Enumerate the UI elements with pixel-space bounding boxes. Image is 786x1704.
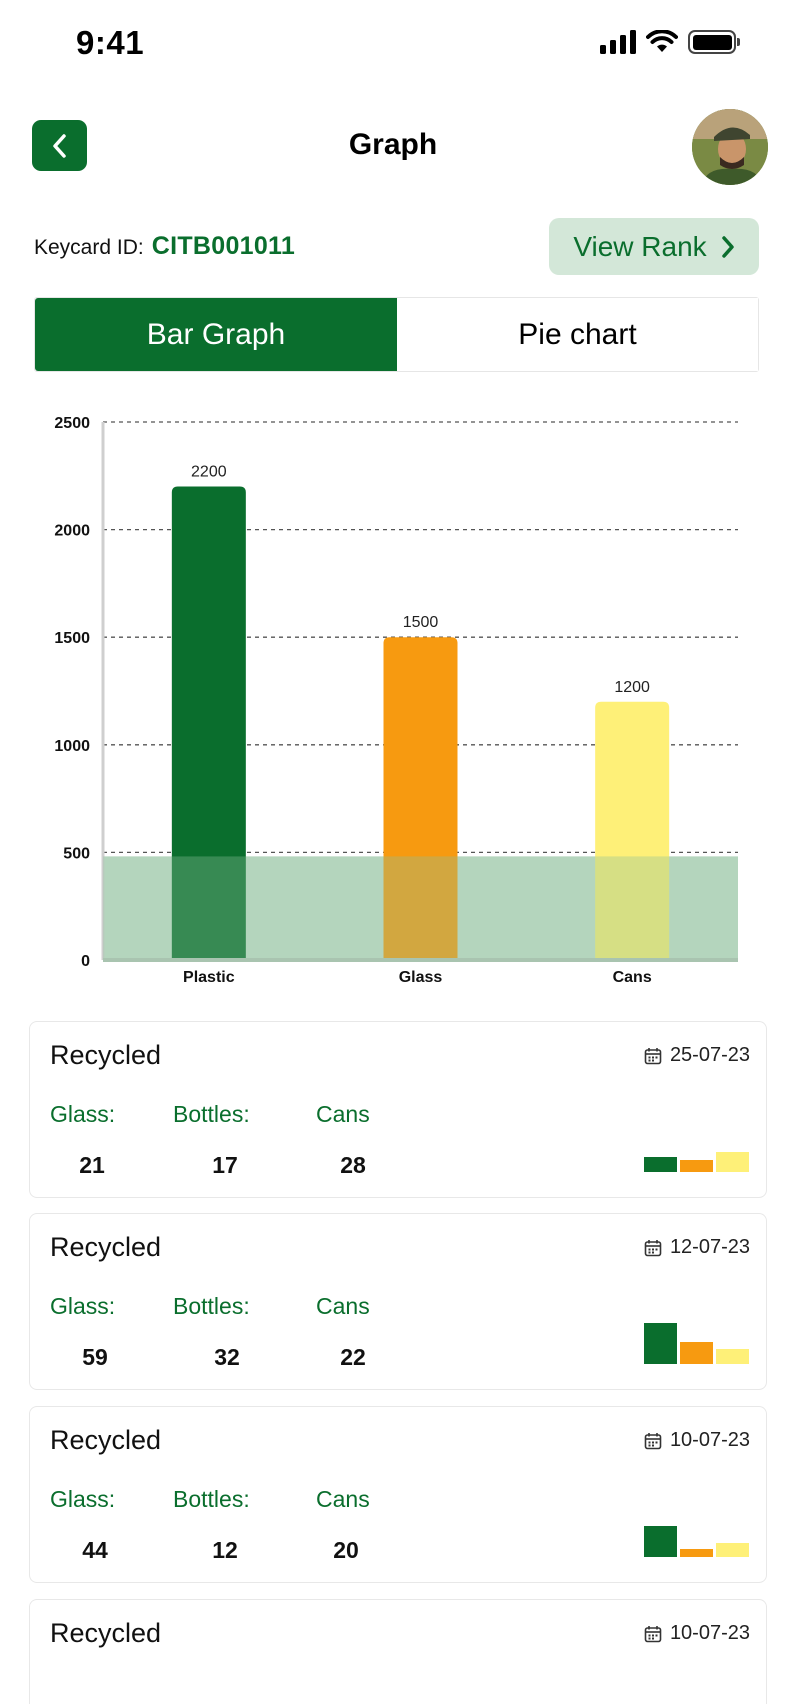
y-tick-label: 1500 [54,630,90,647]
keycard-info: Keycard ID: CITB001011 [34,232,295,261]
tab-bar-graph[interactable]: Bar Graph [35,298,397,371]
bar-value-label: 1200 [614,679,650,696]
back-button[interactable] [32,120,87,171]
card-date-text: 10-07-23 [669,1622,750,1644]
status-bar: 9:41 [0,0,786,90]
y-tick-label: 2000 [54,523,90,540]
card-date-text: 12-07-23 [669,1236,750,1258]
y-tick-label: 1000 [54,738,90,755]
mini-bar-bottles [680,1160,713,1172]
card-label-cans: Cans [316,1101,370,1127]
threshold-band-overlay [103,856,738,960]
card-label-bottles: Bottles: [173,1293,250,1319]
page-title: Graph [348,128,438,161]
bar-value-label: 1500 [403,614,439,631]
recycled-card[interactable]: Recycled 25-07-23 Glass: Bottles: Cans 2… [29,1021,767,1198]
y-tick-label: 2500 [54,415,90,432]
mini-bar-chart [644,1122,750,1172]
battery-icon [688,30,740,54]
y-tick-label: 500 [63,845,90,862]
recycled-card[interactable]: Recycled 10-07-23 Glass: Bottles: Cans 4… [29,1406,767,1583]
chart-type-tabs: Bar Graph Pie chart [34,297,759,372]
keycard-label: Keycard ID: [34,236,144,259]
bar-value-label: 2200 [191,464,227,481]
chevron-left-icon [52,133,66,158]
mini-bar-cans [716,1349,749,1364]
calendar-icon [644,1625,662,1642]
mini-bar-glass [644,1526,677,1557]
card-value-cans: 22 [340,1344,366,1370]
x-tick-label: Glass [399,969,443,986]
wifi-icon [646,30,678,52]
bar-chart-svg: 0 500 1000 1500 2000 2500 2200 Plastic 1500 Glass… [54,415,738,986]
card-value-glass: 59 [82,1344,108,1370]
card-date: 25-07-23 [644,1044,750,1067]
calendar-icon [644,1432,662,1449]
chevron-right-icon [721,235,734,258]
recycled-card[interactable]: Recycled 10-07-23 [29,1599,767,1704]
keycard-value: CITB001011 [151,232,296,260]
tab-pie-chart[interactable]: Pie chart [397,298,758,371]
card-value-bottles: 32 [214,1344,240,1370]
mini-bar-cans [716,1152,749,1172]
card-date: 10-07-23 [644,1429,750,1452]
mini-bar-glass [644,1323,677,1364]
card-label-glass: Glass: [50,1293,116,1319]
card-value-bottles: 12 [212,1537,238,1563]
x-tick-label: Plastic [183,969,235,986]
mini-bar-bottles [680,1549,713,1557]
card-date-text: 25-07-23 [669,1044,750,1066]
view-rank-label: View Rank [573,230,707,262]
recycled-card[interactable]: Recycled 12-07-23 Glass: Bottles: Cans 5… [29,1213,767,1390]
cellular-signal-icon [600,30,636,54]
card-title: Recycled [50,1040,162,1070]
avatar[interactable] [692,109,768,185]
user-photo-icon [692,109,768,185]
card-value-cans: 20 [333,1537,359,1563]
calendar-icon [644,1047,662,1064]
card-label-glass: Glass: [50,1101,116,1127]
status-icons [600,30,740,54]
y-tick-label: 0 [81,953,90,970]
card-label-cans: Cans [316,1293,370,1319]
card-label-bottles: Bottles: [173,1486,250,1512]
card-date: 10-07-23 [644,1622,750,1645]
view-rank-button[interactable]: View Rank [549,218,759,275]
card-label-bottles: Bottles: [173,1101,250,1127]
mini-bar-bottles [680,1342,713,1364]
card-date-text: 10-07-23 [669,1429,750,1451]
card-title: Recycled [50,1425,162,1455]
bar-cans [595,701,670,960]
bar-plastic [171,486,246,960]
status-time: 9:41 [76,24,145,61]
card-title: Recycled [50,1618,162,1648]
mini-bar-cans [716,1543,749,1557]
x-tick-label: Cans [613,969,652,986]
card-value-glass: 21 [79,1152,105,1178]
bar-chart: 0 500 1000 1500 2000 2500 2200 Plastic 1500 Glass… [0,400,786,1010]
card-value-bottles: 17 [212,1152,238,1178]
card-label-cans: Cans [316,1486,370,1512]
card-title: Recycled [50,1232,162,1262]
mini-bar-chart [644,1507,750,1557]
card-label-glass: Glass: [50,1486,116,1512]
card-value-cans: 28 [340,1152,366,1178]
mini-bar-chart [644,1314,750,1364]
card-date: 12-07-23 [644,1236,750,1259]
bar-glass [383,637,458,960]
mini-bar-glass [644,1157,677,1172]
card-value-glass: 44 [82,1537,108,1563]
calendar-icon [644,1239,662,1256]
